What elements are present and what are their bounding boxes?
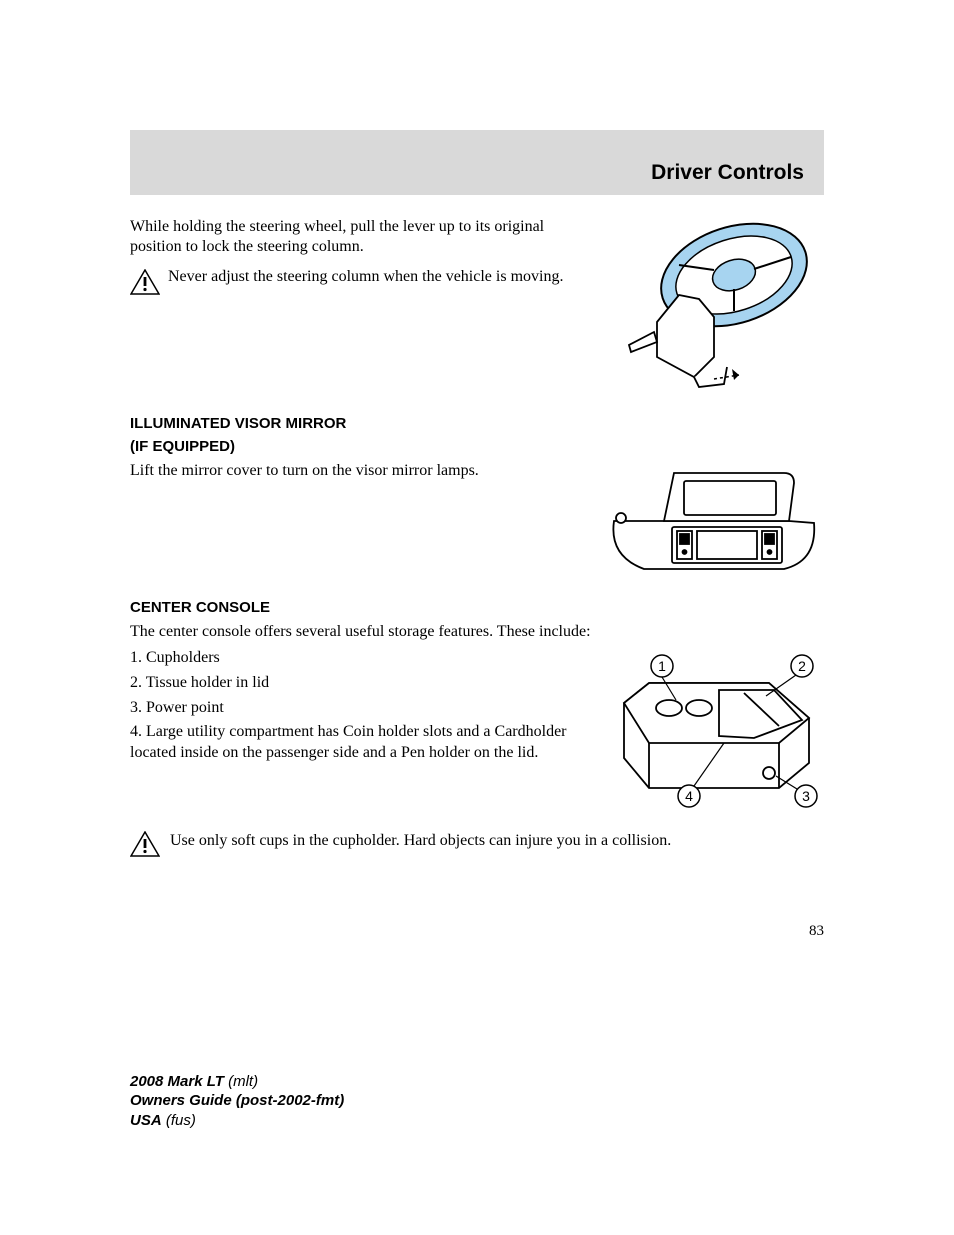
footer-region: USA <box>130 1112 162 1129</box>
page-container: Driver Controls While holding the steeri… <box>0 0 954 1235</box>
callout-1: 1 <box>658 658 666 674</box>
steering-warning-block: Never adjust the steering column when th… <box>130 267 581 301</box>
header-title: Driver Controls <box>651 161 804 185</box>
page-number: 83 <box>809 923 824 940</box>
visor-text-col: Lift the mirror cover to turn on the vis… <box>130 461 581 581</box>
console-illustration-col: 1 2 3 4 <box>594 648 824 813</box>
console-intro: The center console offers several useful… <box>130 622 824 642</box>
header-bar: Driver Controls <box>130 130 824 195</box>
visor-heading-2: (IF EQUIPPED) <box>130 438 824 455</box>
visor-section: ILLUMINATED VISOR MIRROR (IF EQUIPPED) L… <box>130 415 824 581</box>
console-row: 1. Cupholders 2. Tissue holder in lid 3.… <box>130 648 824 813</box>
steering-illustration-col <box>599 217 824 397</box>
console-list-col: 1. Cupholders 2. Tissue holder in lid 3.… <box>130 648 576 813</box>
footer-line-2: Owners Guide (post-2002-fmt) <box>130 1091 344 1111</box>
console-illustration: 1 2 3 4 <box>594 648 824 808</box>
console-item-2: 2. Tissue holder in lid <box>130 673 576 694</box>
visor-illustration <box>599 461 824 576</box>
footer-line-3: USA (fus) <box>130 1111 344 1131</box>
steering-text-col: While holding the steering wheel, pull t… <box>130 217 581 397</box>
console-heading: CENTER CONSOLE <box>130 599 824 616</box>
visor-heading-1: ILLUMINATED VISOR MIRROR <box>130 415 824 432</box>
callout-4: 4 <box>685 788 693 804</box>
visor-row: Lift the mirror cover to turn on the vis… <box>130 461 824 581</box>
visor-paragraph: Lift the mirror cover to turn on the vis… <box>130 461 581 481</box>
warning-icon <box>130 269 160 301</box>
steering-warning-text: Never adjust the steering column when th… <box>168 268 563 285</box>
console-warning-block: Use only soft cups in the cupholder. Har… <box>130 831 824 863</box>
console-item-1: 1. Cupholders <box>130 648 576 669</box>
console-item-3: 3. Power point <box>130 698 576 719</box>
footer-model-code: (mlt) <box>224 1073 258 1090</box>
warning-icon <box>130 831 160 863</box>
callout-3: 3 <box>802 788 810 804</box>
console-warning-text: Use only soft cups in the cupholder. Har… <box>170 831 671 851</box>
visor-illustration-col <box>599 461 824 581</box>
console-item-4: 4. Large utility compartment has Coin ho… <box>130 722 576 764</box>
console-section: CENTER CONSOLE The center console offers… <box>130 599 824 863</box>
steering-paragraph: While holding the steering wheel, pull t… <box>130 217 581 257</box>
footer-model: 2008 Mark LT <box>130 1073 224 1090</box>
footer-line-1: 2008 Mark LT (mlt) <box>130 1072 344 1092</box>
footer-block: 2008 Mark LT (mlt) Owners Guide (post-20… <box>130 1072 344 1131</box>
steering-wheel-illustration <box>599 217 824 392</box>
callout-2: 2 <box>798 658 806 674</box>
steering-section-row: While holding the steering wheel, pull t… <box>130 217 824 397</box>
footer-region-code: (fus) <box>162 1112 196 1129</box>
